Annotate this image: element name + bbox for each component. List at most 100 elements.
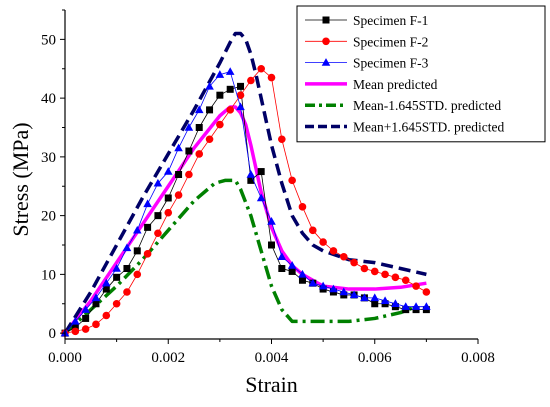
data-point xyxy=(298,276,306,284)
data-point xyxy=(154,229,162,238)
data-point xyxy=(401,276,410,285)
data-point xyxy=(133,247,141,255)
data-point xyxy=(216,91,224,99)
y-axis-title: Stress (MPa) xyxy=(8,122,33,236)
data-point xyxy=(267,217,276,225)
data-point xyxy=(411,302,421,310)
legend-item: Mean-1.645STD. predicted xyxy=(305,98,501,113)
data-point xyxy=(132,225,142,234)
data-point xyxy=(194,105,204,114)
tick-marks: 0.000 0.002 0.004 0.006 0.008 0 10 20 30 40 50 xyxy=(41,9,495,366)
data-point xyxy=(195,150,204,158)
data-point xyxy=(102,278,111,287)
series-specimen-f-3 xyxy=(60,67,431,337)
data-point xyxy=(257,64,265,73)
data-point xyxy=(195,124,203,131)
data-point xyxy=(225,67,235,75)
series-line xyxy=(63,31,427,335)
data-point xyxy=(123,265,131,272)
series-mean-predicted xyxy=(63,105,427,335)
data-point xyxy=(277,252,287,260)
data-point xyxy=(380,296,390,305)
y-tick-label: 40 xyxy=(41,91,56,107)
data-point xyxy=(268,241,275,249)
y-tick-label: 10 xyxy=(41,267,56,283)
data-point xyxy=(371,300,379,308)
data-point xyxy=(81,305,90,313)
data-point xyxy=(339,287,349,296)
legend-marker xyxy=(322,16,330,24)
data-point xyxy=(206,106,214,114)
legend-label: Mean predicted xyxy=(353,77,438,92)
data-point xyxy=(185,147,193,155)
data-point xyxy=(278,265,286,272)
series-line xyxy=(63,178,417,335)
data-point xyxy=(318,281,328,290)
data-point xyxy=(71,316,80,325)
data-point xyxy=(205,135,214,144)
data-point xyxy=(216,120,224,129)
data-point xyxy=(164,208,173,217)
x-tick-label: 0.002 xyxy=(151,350,185,366)
legend-label: Specimen F-1 xyxy=(353,13,428,28)
data-point xyxy=(287,261,297,269)
data-point xyxy=(92,300,100,308)
data-point xyxy=(360,293,369,302)
data-point xyxy=(329,284,338,293)
data-point xyxy=(102,311,111,320)
data-point xyxy=(370,293,380,302)
data-point xyxy=(350,258,358,267)
data-point xyxy=(329,247,338,255)
data-point xyxy=(102,285,110,293)
series-line xyxy=(63,105,427,335)
data-point xyxy=(71,323,79,331)
data-point xyxy=(247,176,255,184)
data-point xyxy=(381,270,389,279)
data-point xyxy=(81,325,90,333)
data-point xyxy=(91,293,101,302)
legend-label: Specimen F-3 xyxy=(353,56,429,71)
x-tick-label: 0.006 xyxy=(358,350,392,366)
legend-marker xyxy=(322,37,330,46)
data-point xyxy=(226,106,234,114)
data-point xyxy=(256,193,266,202)
data-point xyxy=(319,238,327,246)
legend-item: Specimen F-1 xyxy=(305,13,428,28)
data-point xyxy=(401,302,411,310)
data-point xyxy=(143,250,152,258)
data-point xyxy=(309,226,317,235)
data-point xyxy=(174,191,183,199)
data-point xyxy=(339,252,348,261)
x-tick-label: 0.004 xyxy=(255,350,289,366)
data-point xyxy=(237,82,245,90)
data-point xyxy=(144,223,152,231)
legend-label: Mean+1.645STD. predicted xyxy=(353,120,504,135)
data-point xyxy=(267,73,276,82)
data-point xyxy=(360,264,369,273)
data-point xyxy=(174,143,183,152)
x-tick-label: 0.008 xyxy=(461,350,495,366)
data-point xyxy=(236,91,245,99)
data-point xyxy=(123,288,131,296)
data-point xyxy=(112,264,121,272)
y-tick-label: 50 xyxy=(41,32,56,48)
data-point xyxy=(298,203,307,211)
data-point xyxy=(257,168,265,176)
data-point xyxy=(71,327,80,336)
x-tick-label: 0.000 xyxy=(48,350,82,366)
legend-marker xyxy=(321,58,331,66)
legend-label: Mean-1.645STD. predicted xyxy=(353,98,501,113)
data-point xyxy=(163,167,173,175)
legend-item: Mean predicted xyxy=(305,77,438,92)
data-point xyxy=(247,76,255,85)
y-tick-label: 30 xyxy=(41,150,56,166)
data-point xyxy=(122,243,132,252)
series-mean-1-645std-predicted xyxy=(63,31,427,335)
data-point xyxy=(370,267,379,276)
data-point xyxy=(143,199,152,208)
series-layer xyxy=(60,31,431,337)
data-point xyxy=(184,123,194,131)
data-point xyxy=(412,282,420,290)
y-tick-label: 20 xyxy=(41,209,56,225)
